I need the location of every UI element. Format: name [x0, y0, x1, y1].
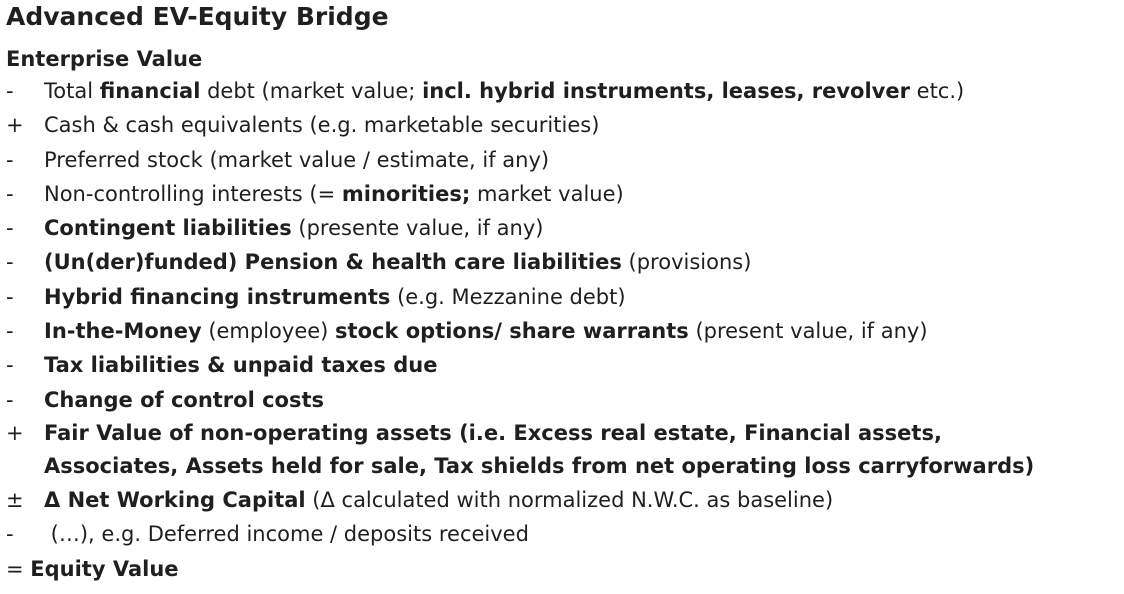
- bold-text: minorities;: [341, 181, 471, 206]
- bridge-item-text: Preferred stock (market value / estimate…: [44, 143, 549, 177]
- bridge-item-text: Cash & cash equivalents (e.g. marketable…: [44, 108, 599, 142]
- bridge-item-sign: -: [6, 522, 14, 547]
- result-line: = Equity Value: [6, 552, 1120, 586]
- bridge-item-text: In-the-Money (employee) stock options/ s…: [44, 314, 928, 348]
- bridge-item: - Change of control costs: [6, 383, 1120, 417]
- bold-text: Associates, Assets held for sale, Tax sh…: [44, 453, 1035, 478]
- bridge-item-text: (Un(der)funded) Pension & health care li…: [44, 245, 751, 279]
- bridge-item-sign: +: [6, 420, 24, 445]
- bridge-item: - Preferred stock (market value / estimat…: [6, 143, 1120, 177]
- bridge-item-sign: -: [6, 216, 14, 241]
- document: Advanced EV-Equity Bridge Enterprise Val…: [6, 0, 1120, 586]
- bridge-item-sign: -: [6, 284, 14, 309]
- plain-text: (employee): [201, 319, 336, 344]
- bridge-item: - Total financial debt (market value; inc…: [6, 74, 1120, 108]
- bridge-item: - (Un(der)funded) Pension & health care l…: [6, 245, 1120, 279]
- bridge-item-list: - Total financial debt (market value; inc…: [6, 74, 1120, 552]
- bold-text: Hybrid financing instruments: [44, 284, 391, 309]
- result-label: Equity Value: [30, 556, 179, 581]
- bold-text: Change of control costs: [44, 387, 325, 412]
- bold-text: Δ Net Working Capital: [44, 487, 306, 512]
- bridge-item-sign: -: [6, 387, 14, 412]
- plain-text: market value): [470, 181, 624, 206]
- plain-text: debt (market value;: [200, 79, 423, 103]
- bridge-item-text: Change of control costs: [44, 383, 324, 417]
- bridge-item: - Hybrid financing instruments (e.g. Mezz…: [6, 280, 1120, 314]
- result-prefix: =: [6, 556, 31, 581]
- plain-text: (Δ calculated with normalized N.W.C. as …: [305, 487, 834, 512]
- bold-text: stock options/ share warrants: [335, 319, 689, 344]
- plain-text: (presente value, if any): [291, 216, 544, 241]
- bold-text: incl. hybrid instruments, leases, revolv…: [422, 79, 910, 103]
- plain-text: Preferred stock (market value / estimate…: [44, 147, 550, 172]
- bridge-item-text: Δ Net Working Capital (Δ calculated with…: [44, 483, 833, 517]
- bold-text: In-the-Money: [44, 319, 202, 344]
- bridge-item-sign: -: [6, 250, 14, 275]
- page-title: Advanced EV-Equity Bridge: [6, 2, 389, 31]
- bridge-item-sign: +: [6, 113, 24, 138]
- bridge-item: - Contingent liabilities (presente value,…: [6, 211, 1120, 245]
- bridge-item-sign: -: [6, 181, 14, 206]
- plain-text: (provisions): [621, 250, 752, 275]
- bridge-item-text: Non-controlling interests (= minorities;…: [44, 177, 624, 211]
- plain-text: etc.): [909, 79, 965, 103]
- bold-text: financial: [99, 79, 201, 103]
- bridge-item: + Cash & cash equivalents (e.g. marketabl…: [6, 108, 1120, 142]
- bridge-item-text: Contingent liabilities (presente value, …: [44, 211, 543, 245]
- bridge-item: - (…), e.g. Deferred income / deposits r…: [6, 517, 1120, 551]
- bridge-item-text: (…), e.g. Deferred income / deposits rec…: [44, 517, 529, 551]
- bridge-item: - Tax liabilities & unpaid taxes due: [6, 348, 1120, 382]
- section-heading: Enterprise Value: [6, 47, 203, 71]
- bridge-item-sign: -: [6, 319, 14, 344]
- plain-text: Cash & cash equivalents (e.g. marketable…: [44, 113, 600, 138]
- bridge-item-sign: -: [6, 79, 14, 103]
- plain-text: Total: [44, 79, 100, 103]
- bridge-item: - Non-controlling interests (= minorities…: [6, 177, 1120, 211]
- bridge-item-sign: ±: [6, 487, 24, 512]
- bridge-item-text: Fair Value of non-operating assets (i.e.…: [44, 417, 1034, 483]
- bold-text: Contingent liabilities: [44, 216, 292, 241]
- bridge-item-text: Tax liabilities & unpaid taxes due: [44, 348, 437, 382]
- bridge-item-text: Total financial debt (market value; incl…: [44, 74, 964, 108]
- bridge-item-text: Hybrid financing instruments (e.g. Mezza…: [44, 280, 626, 314]
- bridge-item-sign: -: [6, 147, 14, 172]
- bridge-item: - In-the-Money (employee) stock options/ …: [6, 314, 1120, 348]
- plain-text: (e.g. Mezzanine debt): [390, 284, 626, 309]
- bold-text: Tax liabilities & unpaid taxes due: [44, 353, 438, 378]
- bridge-item-sign: -: [6, 353, 14, 378]
- plain-text: (present value, if any): [688, 319, 928, 344]
- bridge-item: ± Δ Net Working Capital (Δ calculated wit…: [6, 483, 1120, 517]
- bold-text: Fair Value of non-operating assets (i.e.…: [44, 420, 942, 445]
- plain-text: Non-controlling interests (=: [44, 181, 342, 206]
- bridge-item: + Fair Value of non-operating assets (i.e…: [6, 417, 1120, 483]
- bold-text: (Un(der)funded) Pension & health care li…: [44, 250, 622, 275]
- plain-text: (…), e.g. Deferred income / deposits rec…: [44, 522, 529, 547]
